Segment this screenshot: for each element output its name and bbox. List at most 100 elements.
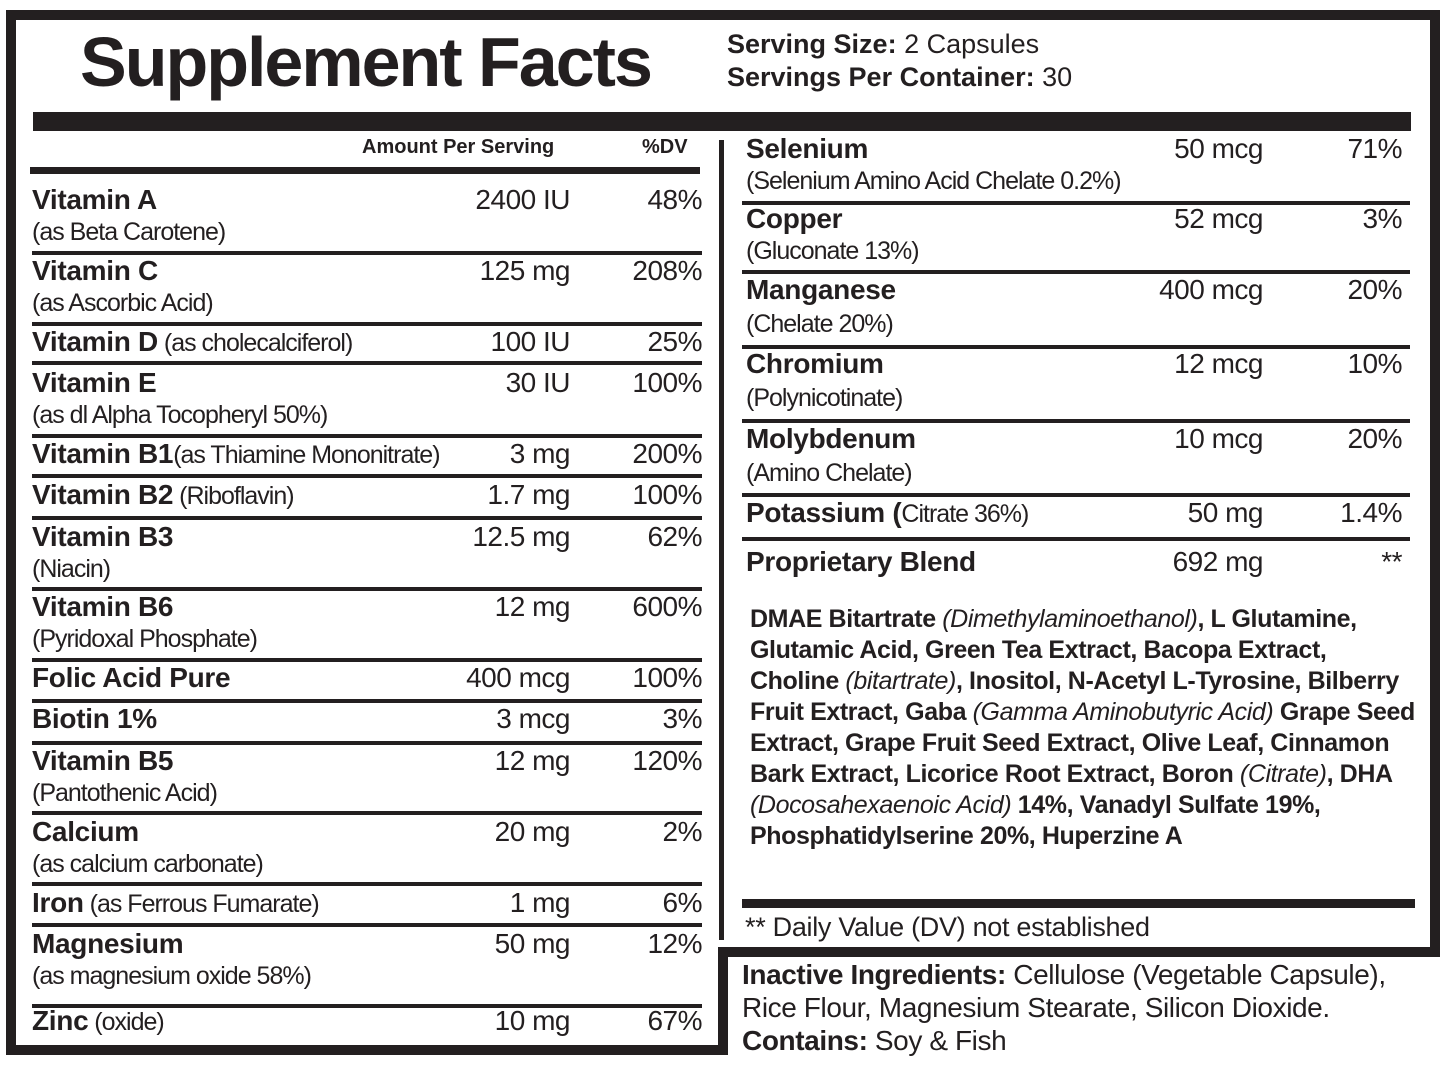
ingredient-note: (Gamma Aminobutyric Acid) [972, 698, 1274, 726]
nutrient-source: (as Beta Carotene) [32, 218, 226, 246]
nutrient-amount: 10 mcg [1174, 423, 1263, 454]
nutrient-row: Vitamin B5 (Pantothenic Acid) 12 mg 120% [32, 745, 702, 815]
nutrient-name-text: Vitamin B1 [32, 438, 174, 469]
nutrient-name: Calcium [32, 816, 139, 848]
nutrient-name-text: Magnesium [32, 928, 184, 959]
nutrient-source: (Gluconate 13%) [746, 237, 920, 265]
nutrient-name: Vitamin A [32, 184, 157, 216]
nutrient-name: Vitamin B6 [32, 591, 174, 623]
row-divider [742, 537, 1410, 541]
dv-footnote: ** Daily Value (DV) not established [745, 912, 1150, 942]
row-divider [32, 361, 702, 365]
nutrient-dv: 12% [647, 928, 702, 959]
nutrient-row: Chromium (Polynicotinate) 12 mcg 10% [742, 348, 1410, 423]
nutrient-name: Vitamin B2 (Riboflavin) [32, 479, 295, 511]
nutrient-row: Iron (as Ferrous Fumarate) 1 mg 6% [32, 887, 703, 927]
row-divider [32, 434, 702, 438]
nutrient-dv: 120% [632, 745, 702, 776]
nutrient-dv: 100% [632, 479, 702, 510]
inactive-ingredients: Inactive Ingredients: Cellulose (Vegetab… [742, 958, 1432, 1057]
frame-border-left-panel-right [718, 957, 728, 1055]
nutrient-row: Vitamin B3 (Niacin) 12.5 mg 62% [32, 521, 702, 591]
nutrient-amount: 30 IU [505, 367, 571, 398]
nutrient-name-text: Manganese [746, 274, 896, 305]
nutrient-amount: 2400 IU [475, 184, 570, 215]
nutrient-dv: 100% [632, 367, 702, 398]
ingredient-text: , Inositol, N-Acetyl L-Tyrosine, Bilberr… [750, 667, 1399, 726]
row-divider [32, 699, 702, 703]
row-divider [32, 741, 702, 745]
nutrient-source: (as calcium carbonate) [32, 850, 264, 878]
frame-border-left-bottom [6, 1045, 728, 1055]
nutrient-source: (as Ascorbic Acid) [32, 289, 214, 317]
nutrient-amount: 12 mcg [1174, 348, 1263, 379]
nutrient-row: Vitamin A (as Beta Carotene) 2400 IU 48% [32, 184, 702, 255]
nutrient-name: Selenium [746, 133, 868, 165]
nutrient-row: Vitamin B2 (Riboflavin) 1.7 mg 100% [32, 479, 702, 520]
nutrient-dv: 1.4% [1340, 497, 1402, 528]
nutrient-name: Zinc (oxide) [32, 1005, 165, 1037]
blend-footer-rule [742, 899, 1415, 908]
nutrient-dv: ** [1381, 546, 1402, 577]
nutrient-name: Iron (as Ferrous Fumarate) [32, 887, 320, 919]
nutrient-dv: 200% [632, 438, 702, 469]
page-title: Supplement Facts [80, 23, 653, 101]
row-divider [32, 251, 702, 255]
nutrient-source: (Amino Chelate) [746, 459, 913, 487]
nutrient-name-text: Vitamin A [32, 184, 157, 215]
nutrient-name-text: Proprietary Blend [746, 546, 976, 577]
row-divider [742, 345, 1410, 349]
ingredient-note: (Dimethylaminoethanol) [942, 605, 1198, 633]
nutrient-name: Folic Acid Pure [32, 662, 231, 694]
nutrient-dv: 25% [647, 326, 702, 357]
frame-border-left [6, 10, 16, 1055]
ingredient-text: Grape Seed Extract, Grape Fruit Seed Ext… [750, 698, 1415, 788]
nutrient-name-text: Chromium [746, 348, 884, 379]
nutrient-name-text: Vitamin D [32, 326, 158, 357]
nutrient-name: Biotin 1% [32, 703, 157, 735]
row-divider [32, 1004, 702, 1008]
nutrient-source: (Niacin) [32, 555, 111, 583]
nutrient-dv: 67% [647, 1005, 702, 1036]
ingredient-text: , DHA [1326, 760, 1393, 788]
serving-size-value: 2 Capsules [904, 29, 1040, 59]
row-divider [742, 419, 1410, 423]
nutrient-dv: 600% [632, 591, 702, 622]
row-divider [32, 474, 702, 478]
nutrient-row: Manganese (Chelate 20%) 400 mcg 20% [742, 274, 1410, 349]
row-divider [32, 923, 702, 927]
nutrient-dv: 3% [662, 703, 703, 734]
nutrient-row: Folic Acid Pure 400 mcg 100% [32, 662, 702, 703]
row-divider [32, 322, 702, 326]
serving-info: Serving Size: 2 Capsules Servings Per Co… [727, 28, 1072, 94]
nutrient-dv: 2% [662, 816, 703, 847]
nutrient-source-inline: (Riboflavin) [173, 482, 294, 510]
nutrient-row: Vitamin D (as cholecalciferol) 100 IU 25% [32, 326, 702, 365]
frame-border-right-bottom [718, 947, 1440, 957]
nutrient-source: (as dl Alpha Tocopheryl 50%) [32, 401, 328, 429]
proprietary-blend-ingredients: DMAE Bitartrate (Dimethylaminoethanol) , … [750, 604, 1420, 852]
nutrient-name: Molybdenum [746, 423, 916, 455]
nutrient-name-text: Calcium [32, 816, 139, 847]
nutrient-dv: 20% [1347, 423, 1402, 454]
nutrient-name: Vitamin B3 [32, 521, 174, 553]
nutrient-name-text: Vitamin B3 [32, 521, 174, 552]
nutrient-row: Selenium (Selenium Amino Acid Chelate 0.2… [742, 133, 1410, 205]
row-divider [32, 811, 702, 815]
nutrient-dv: 62% [647, 521, 702, 552]
nutrient-name-text: Copper [746, 203, 843, 234]
header-thick-rule [33, 112, 1411, 131]
nutrient-name-text: Vitamin B6 [32, 591, 174, 622]
ingredient-text: DMAE Bitartrate [750, 605, 943, 633]
nutrient-source: (Selenium Amino Acid Chelate 0.2%) [746, 167, 1122, 195]
nutrient-name: Vitamin E [32, 367, 157, 399]
nutrient-amount: 10 mg [494, 1005, 571, 1036]
nutrient-row: Molybdenum (Amino Chelate) 10 mcg 20% [742, 423, 1410, 497]
inactive-label: Inactive Ingredients: [742, 959, 1006, 990]
nutrient-source: (Pyridoxal Phosphate) [32, 625, 258, 653]
serving-size: Serving Size: 2 Capsules [727, 28, 1072, 61]
contains-label: Contains: [742, 1025, 868, 1056]
nutrient-source-inline: (as cholecalciferol) [157, 329, 353, 357]
nutrient-source-inline: (oxide) [88, 1008, 164, 1036]
nutrient-name-text: Biotin 1% [32, 703, 157, 734]
